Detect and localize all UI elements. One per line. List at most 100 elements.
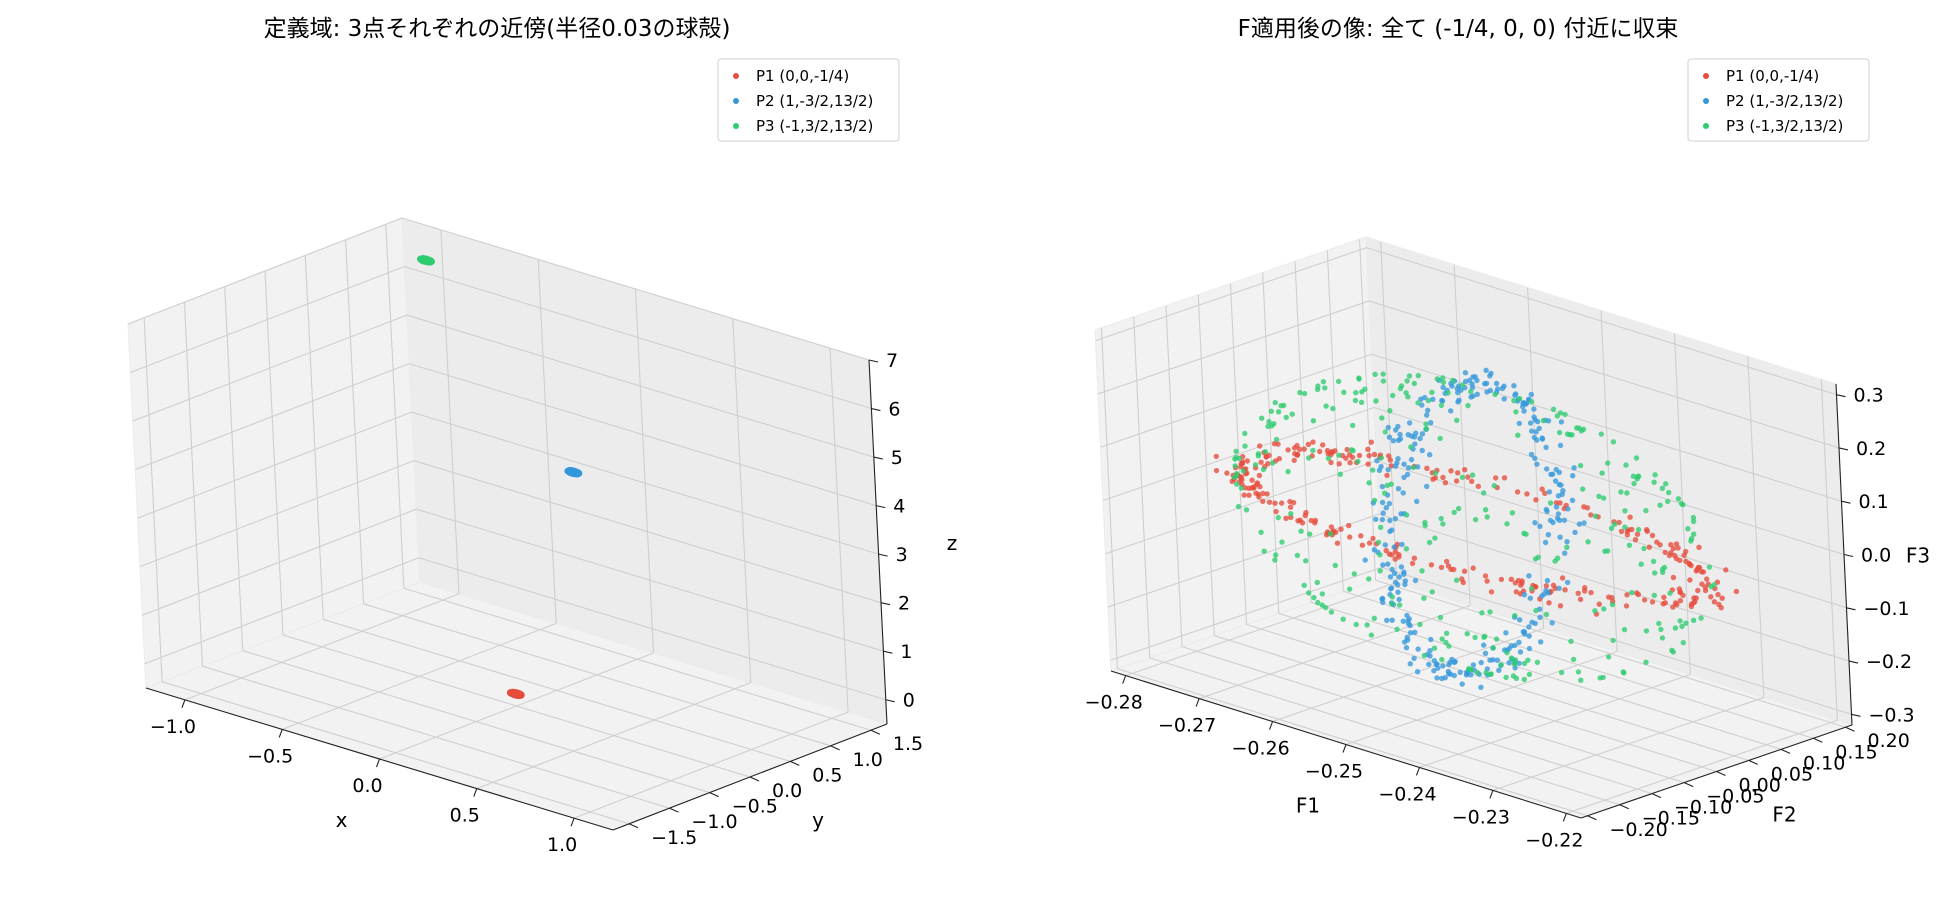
y-tick-mark [1651, 793, 1662, 799]
series-3-point [1278, 403, 1284, 409]
series-3-point [1432, 470, 1439, 476]
gridline [1095, 247, 1367, 342]
series-2-point [1402, 578, 1409, 584]
series-2-point [1478, 684, 1484, 690]
series-3-point [1272, 399, 1278, 406]
series-3-point [1540, 417, 1547, 424]
series-3-point [1269, 460, 1276, 466]
series-3-point [1303, 558, 1309, 564]
series-2-point [1379, 516, 1386, 523]
series-1-point [1287, 498, 1293, 505]
series-2-point [1424, 483, 1430, 490]
series-1-point [1470, 565, 1476, 571]
y-tick-mark [1780, 748, 1791, 754]
series-3-point [1411, 380, 1418, 387]
gridline [127, 217, 403, 325]
series-1-point [1266, 452, 1272, 458]
series-3-point [1577, 462, 1584, 469]
series-3-point [1515, 432, 1521, 438]
series-3-point [1255, 451, 1262, 457]
series-3-point [1469, 472, 1476, 478]
series-3-point [1678, 500, 1685, 507]
series-2-point [1412, 577, 1419, 584]
z-tick-label: 1 [900, 641, 912, 663]
series-2-point [1544, 466, 1550, 472]
gridline [403, 587, 872, 731]
x-tick-mark [1489, 790, 1494, 799]
series-1-point [1719, 595, 1725, 601]
series-3-point [1484, 514, 1490, 520]
series-2-point [1569, 497, 1576, 503]
series-3-point [1408, 444, 1414, 450]
series-2-point [1401, 461, 1407, 467]
series-2-point [1439, 397, 1445, 404]
series-2-point [1390, 438, 1397, 444]
series-3-point [1498, 662, 1504, 668]
series-1-point [1365, 446, 1371, 452]
z-tick-mark [1841, 500, 1851, 504]
x-tick-label: −0.25 [1305, 761, 1363, 783]
series-3-point [1322, 385, 1328, 391]
series-1-point [1515, 577, 1522, 584]
series-3-point [1608, 525, 1615, 531]
series-2-point [1459, 681, 1465, 687]
series-3-point [1665, 498, 1671, 505]
series-1-point [1368, 439, 1375, 445]
series-2-point [1405, 465, 1412, 471]
series-1-point [1475, 483, 1482, 489]
series-3-point [1297, 389, 1303, 396]
series-3-point [1643, 628, 1650, 634]
series-3-point [1631, 480, 1637, 487]
series-3-point [1410, 464, 1416, 471]
series-3-point [1305, 590, 1312, 596]
series-3-point [1382, 429, 1389, 435]
gridline [1117, 668, 1588, 817]
series-3-point [1562, 411, 1568, 418]
series-2-point [1386, 500, 1393, 507]
series-3-point [1314, 579, 1321, 586]
series-2-point [1470, 374, 1476, 380]
y-tick-mark [1845, 726, 1855, 732]
series-3-point [1633, 455, 1640, 461]
series-3-point [1630, 473, 1637, 479]
series-2-point [1379, 595, 1386, 602]
series-2-point [1395, 437, 1402, 443]
x-tick-label: −0.24 [1378, 783, 1436, 805]
z-tick-mark [1843, 553, 1854, 558]
series-1-point [1661, 594, 1667, 600]
series-3-point [1598, 431, 1605, 437]
series-1-point [1577, 596, 1584, 603]
legend: P1 (0,0,-1/4) P2 (1,-3/2,13/2) P3 (-1,3/2,… [1687, 58, 1870, 142]
series-3-point [1235, 503, 1242, 510]
gridline [406, 314, 874, 458]
series-1-point [1654, 539, 1660, 545]
y-tick-label: −1.0 [691, 811, 737, 833]
series-3-point [1337, 471, 1344, 477]
series-3-point [1405, 394, 1411, 400]
series-2-point [1527, 595, 1534, 601]
right-chart-axes: −0.28−0.27−0.26−0.25−0.24−0.23−0.22 −0.20… [1085, 58, 1930, 851]
gridline [1246, 623, 1717, 773]
y-tick-label: 0.0 [772, 780, 802, 802]
series-2-point [1403, 645, 1410, 651]
series-2-point [1564, 579, 1571, 586]
x-tick-mark [1269, 721, 1274, 730]
series-3-point [1543, 611, 1550, 618]
series-3-point [1243, 507, 1250, 513]
series-3-point [1275, 409, 1282, 415]
gridline [130, 266, 405, 374]
series-3-point [1371, 615, 1378, 621]
series-3-point [1510, 673, 1517, 679]
series-3-point [1623, 462, 1629, 468]
series-3-point [1491, 483, 1498, 489]
y-tick-mark [790, 760, 800, 766]
series-3-point [1319, 591, 1326, 597]
series-2-point [1462, 370, 1469, 376]
series-3-point [1368, 632, 1375, 638]
series-3-point [1656, 620, 1662, 627]
series-3-point [1472, 634, 1478, 641]
series-1-point [1708, 594, 1714, 600]
series-3-point [1335, 378, 1342, 385]
series-1-point [1371, 451, 1378, 458]
series-2-point [1494, 657, 1501, 663]
